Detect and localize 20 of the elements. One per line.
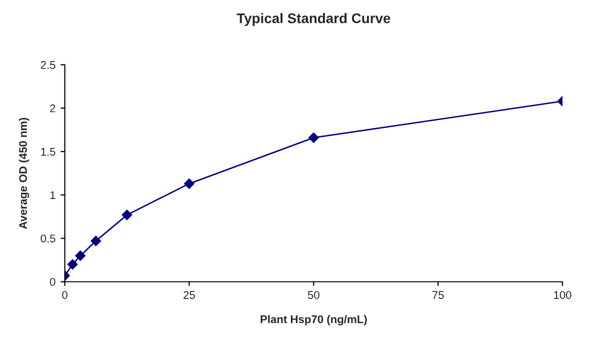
y-tick-label: 1 xyxy=(50,191,56,199)
y-tick-label: 0 xyxy=(50,278,56,286)
point xyxy=(184,178,194,189)
x-axis-title: Plant Hsp70 (ng/mL) xyxy=(260,315,367,326)
point xyxy=(90,236,102,246)
point xyxy=(122,210,132,220)
x-tick-label: 0 xyxy=(62,291,68,299)
y-tick-label: 2 xyxy=(50,104,56,112)
y-tick-label: 1.5 xyxy=(41,148,56,156)
x-tick-label: 50 xyxy=(308,291,320,299)
y-tick-label: 2.5 xyxy=(40,61,56,69)
x-tick-label: 100 xyxy=(554,291,572,299)
chart-title: Typical Standard Curve xyxy=(236,13,390,26)
point xyxy=(67,259,78,270)
x-tick-label: 75 xyxy=(432,291,444,299)
point xyxy=(308,132,319,143)
point xyxy=(75,250,86,261)
y-axis-title: Average OD (450 nm) xyxy=(18,118,30,229)
x-tick-label: 25 xyxy=(184,291,195,299)
y-tick-label: 0.5 xyxy=(40,234,56,242)
